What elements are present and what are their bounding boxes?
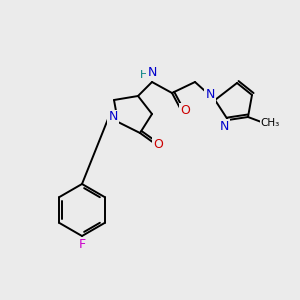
Text: O: O [153,137,163,151]
Text: F: F [78,238,85,250]
Text: O: O [180,103,190,116]
Text: N: N [147,67,157,80]
Text: N: N [205,88,215,101]
Text: N: N [108,110,118,124]
Text: CH₃: CH₃ [260,118,280,128]
Text: H: H [140,70,148,80]
Text: N: N [219,119,229,133]
